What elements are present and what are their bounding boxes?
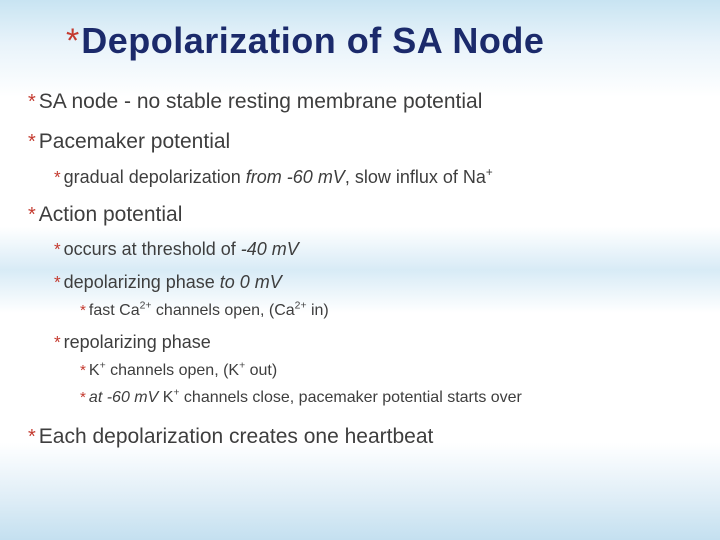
text-fragment: out) xyxy=(245,362,277,379)
asterisk-icon: * xyxy=(54,271,61,294)
slide-title: Depolarization of SA Node xyxy=(81,20,544,62)
list-item: * Each depolarization creates one heartb… xyxy=(28,423,692,451)
bullet-text: gradual depolarization from -60 mV, slow… xyxy=(64,165,493,189)
bullet-text: Each depolarization creates one heartbea… xyxy=(39,423,434,451)
text-fragment: channels close, pacemaker potential star… xyxy=(179,389,521,406)
text-fragment: , slow influx of Na xyxy=(345,167,486,187)
asterisk-icon: * xyxy=(54,238,61,261)
text-italic: -40 mV xyxy=(241,239,299,259)
text-fragment: channels open, (K xyxy=(106,362,239,379)
asterisk-icon: * xyxy=(28,424,36,451)
asterisk-icon: * xyxy=(66,24,79,58)
text-fragment: depolarizing phase xyxy=(64,272,220,292)
bullet-text: repolarizing phase xyxy=(64,330,211,354)
superscript: 2+ xyxy=(140,301,152,312)
list-item: * occurs at threshold of -40 mV xyxy=(54,237,692,261)
text-fragment: fast Ca xyxy=(89,302,140,319)
bullet-text: depolarizing phase to 0 mV xyxy=(64,270,282,294)
list-item: * K+ channels open, (K+ out) xyxy=(80,360,692,382)
text-fragment: in) xyxy=(307,302,329,319)
list-item: * at -60 mV K+ channels close, pacemaker… xyxy=(80,387,692,409)
asterisk-icon: * xyxy=(80,361,86,382)
bullet-text: occurs at threshold of -40 mV xyxy=(64,237,299,261)
bullet-text: fast Ca2+ channels open, (Ca2+ in) xyxy=(89,300,329,322)
text-italic: at -60 mV xyxy=(89,389,158,406)
list-item: * Pacemaker potential * gradual depolari… xyxy=(28,128,692,189)
text-fragment: K xyxy=(89,362,100,379)
asterisk-icon: * xyxy=(80,301,86,322)
superscript: + xyxy=(486,166,493,179)
asterisk-icon: * xyxy=(54,166,61,189)
title-row: * Depolarization of SA Node xyxy=(66,20,692,62)
slide: * Depolarization of SA Node * SA node - … xyxy=(0,0,720,483)
list-item: * Action potential * occurs at threshold… xyxy=(28,201,692,409)
asterisk-icon: * xyxy=(28,202,36,229)
bullet-text: SA node - no stable resting membrane pot… xyxy=(39,88,483,116)
text-fragment: gradual depolarization xyxy=(64,167,246,187)
bullet-text: K+ channels open, (K+ out) xyxy=(89,360,277,382)
bullet-text: Action potential xyxy=(39,201,183,229)
text-fragment: K xyxy=(158,389,173,406)
bullet-text: Pacemaker potential xyxy=(39,128,230,156)
bullet-text: at -60 mV K+ channels close, pacemaker p… xyxy=(89,387,522,409)
text-italic: from -60 mV xyxy=(246,167,345,187)
list-item: * repolarizing phase * K+ channels open,… xyxy=(54,330,692,409)
bullet-list: * SA node - no stable resting membrane p… xyxy=(28,88,692,451)
list-item: * gradual depolarization from -60 mV, sl… xyxy=(54,165,692,189)
list-item: * depolarizing phase to 0 mV * fast Ca2+… xyxy=(54,270,692,322)
list-item: * SA node - no stable resting membrane p… xyxy=(28,88,692,116)
superscript: 2+ xyxy=(295,301,307,312)
asterisk-icon: * xyxy=(28,89,36,116)
text-italic: to 0 mV xyxy=(220,272,282,292)
asterisk-icon: * xyxy=(80,388,86,409)
text-fragment: occurs at threshold of xyxy=(64,239,241,259)
asterisk-icon: * xyxy=(54,331,61,354)
asterisk-icon: * xyxy=(28,129,36,156)
list-item: * fast Ca2+ channels open, (Ca2+ in) xyxy=(80,300,692,322)
text-fragment: channels open, (Ca xyxy=(151,302,294,319)
